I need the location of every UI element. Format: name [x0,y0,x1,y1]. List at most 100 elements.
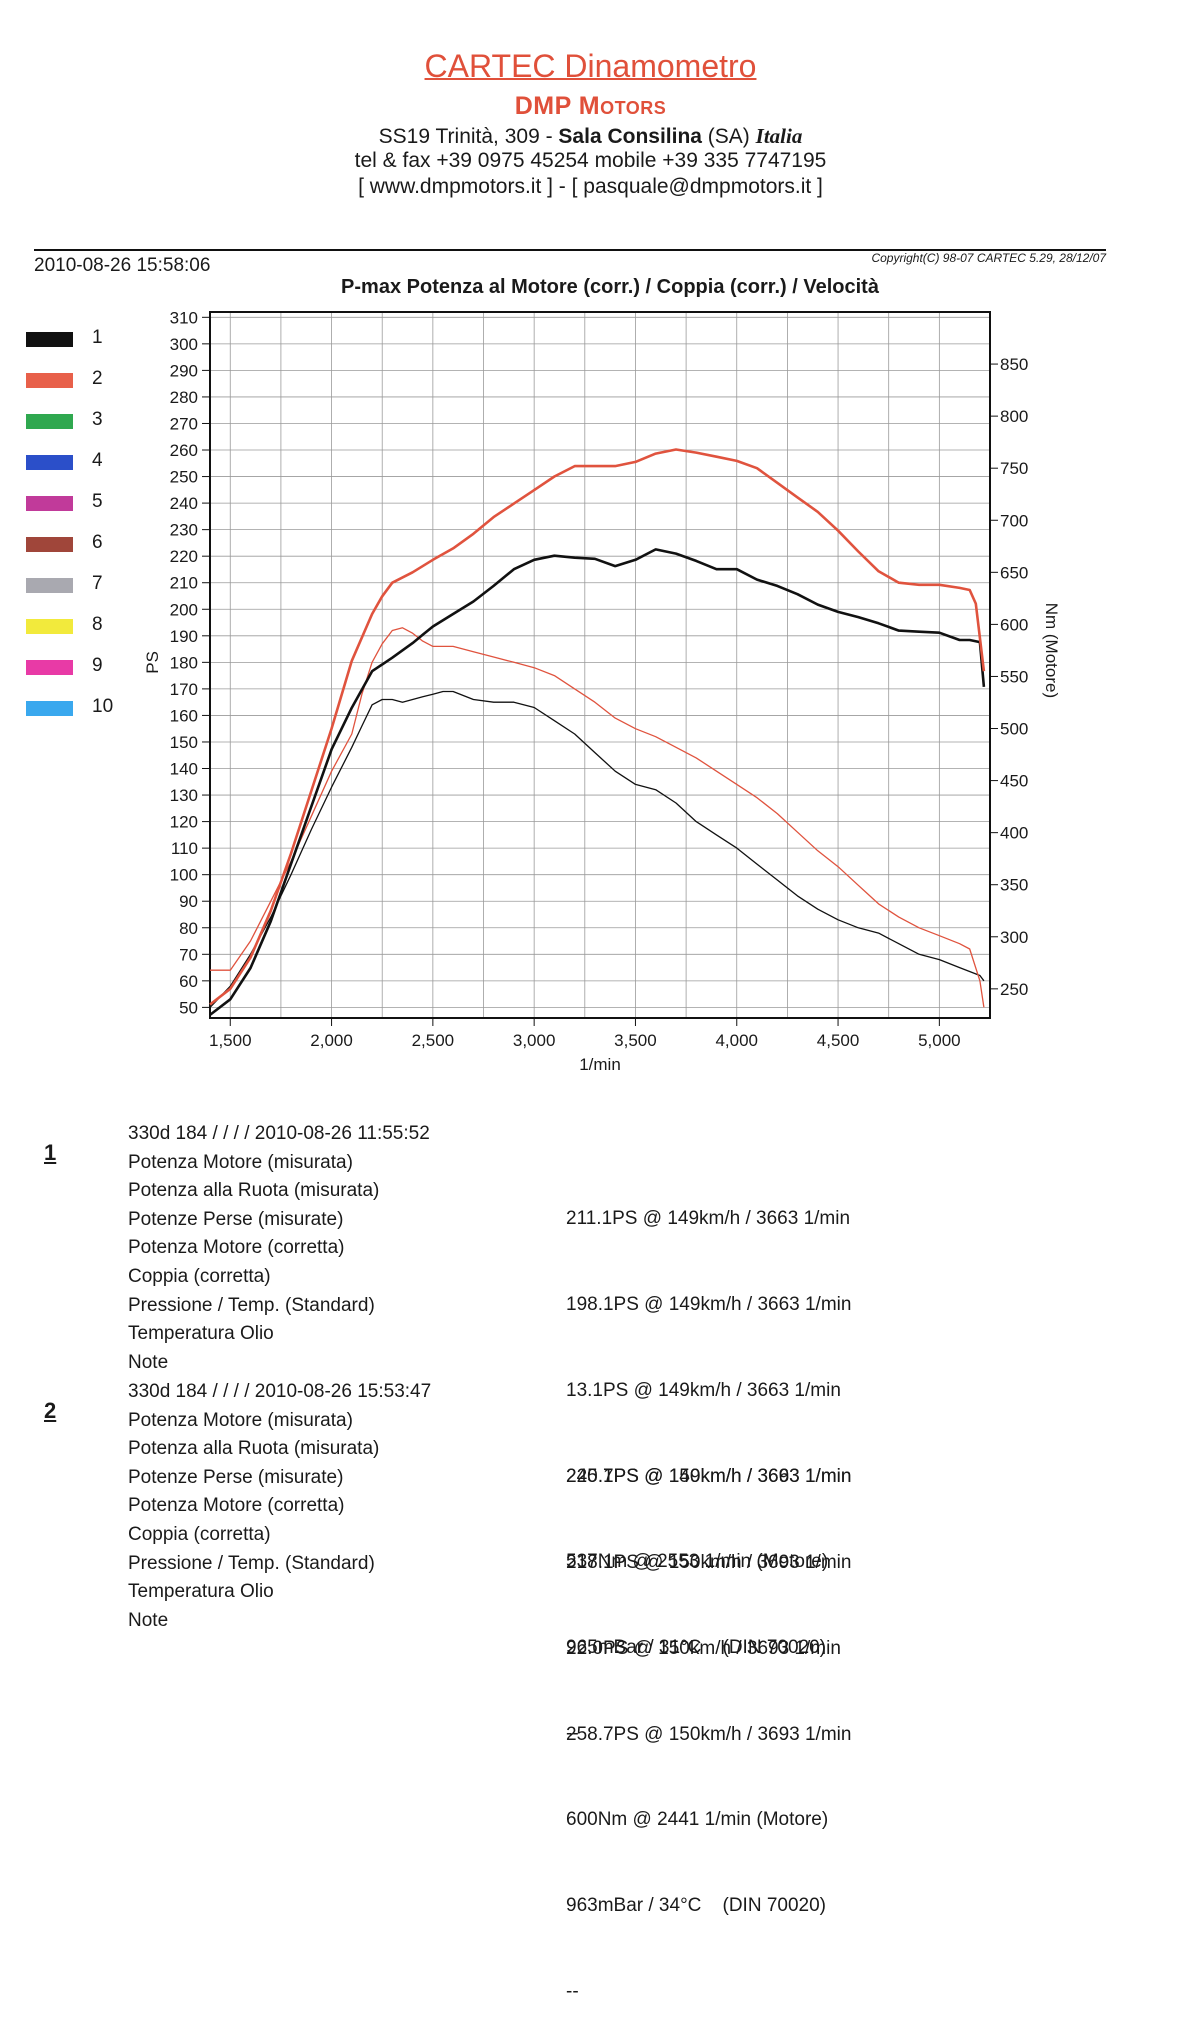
x-tick-label: 5,000 [918,1031,961,1050]
x-tick-label: 2,500 [412,1031,455,1050]
address-province: (SA) [701,125,756,148]
legend-label: 1 [92,327,103,348]
y2-axis-label: Nm (Motore) [1042,603,1061,698]
record-2-values: 240.1PS @ 150km/h / 3693 1/min 218.1PS @… [566,1406,851,2035]
legend-item-9: 9 [26,655,146,679]
legend-label: 3 [92,409,103,430]
copyright-note: Copyright(C) 98-07 CARTEC 5.29, 28/12/07 [871,251,1106,265]
legend-swatch [26,578,73,593]
legend-swatch [26,455,73,470]
record-value: -- [566,1980,579,2002]
legend-swatch [26,537,73,552]
legend-swatch [26,701,73,716]
legend-swatch [26,496,73,511]
x-tick-label: 4,500 [817,1031,860,1050]
chart-axes [202,311,998,1026]
legend-label: 9 [92,655,103,676]
record-label: Potenze Perse (misurate) [128,1208,344,1230]
series-line-2-power [210,627,985,1008]
record-1-labels: 330d 184 / / / / 2010-08-26 11:55:52 Pot… [128,1120,430,1377]
y2-tick-label: 800 [1000,407,1028,426]
legend-label: 7 [92,573,103,594]
y-tick-label: 190 [170,627,198,646]
x-tick-label: 2,000 [310,1031,353,1050]
legend-label: 4 [92,450,103,471]
y2-tick-label: 750 [1000,459,1028,478]
legend-label: 6 [92,532,103,553]
record-label: Coppia (corretta) [128,1265,271,1287]
record-label: Pressione / Temp. (Standard) [128,1294,375,1316]
web-line: [ www.dmpmotors.it ] - [ pasquale@dmpmot… [358,175,823,198]
legend-item-5: 5 [26,491,146,515]
print-timestamp: 2010-08-26 15:58:06 [34,255,211,276]
record-value: 211.1PS @ 149km/h / 3663 1/min [566,1208,851,1230]
record-value: 13.1PS @ 149km/h / 3663 1/min [566,1379,841,1401]
y-tick-label: 270 [170,414,198,433]
legend-label: 2 [92,368,103,389]
x-tick-label: 1,500 [209,1031,252,1050]
series-line-2-torque [209,448,986,1006]
record-value: 258.7PS @ 150km/h / 3693 1/min [566,1723,852,1745]
record-2-labels: 330d 184 / / / / 2010-08-26 15:53:47 Pot… [128,1378,431,1635]
legend-item-1: 1 [26,327,146,351]
record-value: 225.7PS @ 149km/h / 3663 1/min [566,1465,852,1487]
record-label: Potenza alla Ruota (misurata) [128,1180,380,1202]
address-street: SS19 Trinità, 309 - [378,125,559,148]
series-line-1-power [209,690,985,1008]
chart-grid [210,312,991,1018]
x-tick-label: 3,000 [513,1031,556,1050]
y-tick-label: 280 [170,388,198,407]
record-1-values: 211.1PS @ 149km/h / 3663 1/min 198.1PS @… [566,1148,851,1777]
address-city: Sala Consilina [558,125,702,148]
y-tick-label: 220 [170,547,198,566]
record-label: Potenza Motore (corretta) [128,1237,345,1259]
y-tick-label: 240 [170,494,198,513]
y-tick-label: 200 [170,600,198,619]
x-tick-label: 4,000 [715,1031,758,1050]
address-country: Italia [755,124,803,148]
legend-swatch [26,660,73,675]
x-tick-label: 3,500 [614,1031,657,1050]
y-tick-label: 210 [170,574,198,593]
record-label: Temperatura Olio [128,1581,274,1603]
record-label: Potenza Motore (misurata) [128,1409,353,1431]
chart-tick-labels: 50 60 70 80 90 100 110 120 130 140 150 160 170 180 190… [143,308,1061,1074]
y-tick-label: 290 [170,361,198,380]
legend-label: 8 [92,614,103,635]
legend-item-10: 10 [26,696,146,720]
record-value: 22.0PS @ 150km/h / 3693 1/min [566,1637,841,1659]
x-axis-label: 1/min [579,1055,621,1074]
y-tick-label: 140 [170,760,198,779]
legend-item-7: 7 [26,573,146,597]
company-name: DMP Motors [514,92,667,120]
y2-tick-label: 550 [1000,667,1028,686]
y-tick-label: 130 [170,786,198,805]
y-tick-label: 300 [170,335,198,354]
y2-tick-label: 450 [1000,772,1028,791]
y2-tick-label: 600 [1000,615,1028,634]
record-label: Potenza Motore (corretta) [128,1495,345,1517]
record-value: 537Nm @ 2553 1/min (Motore) [566,1551,829,1573]
plot-frame [209,311,991,1019]
chart-title: P-max Potenza al Motore (corr.) / Coppia… [341,276,879,298]
legend-swatch [26,373,73,388]
y-tick-label: 100 [170,866,198,885]
legend-label: 10 [92,696,114,717]
dyno-chart: 50 60 70 80 90 100 110 120 130 140 150 160 170 180 190… [143,308,1061,1074]
y-tick-label: 50 [179,998,198,1017]
record-heading: 330d 184 / / / / 2010-08-26 11:55:52 [128,1123,430,1144]
y-axis-label: PS [143,651,162,674]
y-tick-label: 60 [179,972,198,991]
legend-label: 5 [92,491,103,512]
record-label: Temperatura Olio [128,1323,274,1345]
record-value: 965mBar / 31°C (DIN 70020) [566,1637,826,1659]
phone-line: tel & fax +39 0975 45254 mobile +39 335 … [354,149,827,172]
record-value: 218.1PS @ 150km/h / 3693 1/min [566,1551,852,1573]
legend-item-4: 4 [26,450,146,474]
address-line: SS19 Trinità, 309 - Sala Consilina (SA) … [0,124,1181,149]
legend-item-6: 6 [26,532,146,556]
y2-tick-label: 350 [1000,876,1028,895]
record-label: Coppia (corretta) [128,1523,271,1545]
chart-series [209,448,986,1016]
y-tick-label: 70 [179,945,198,964]
